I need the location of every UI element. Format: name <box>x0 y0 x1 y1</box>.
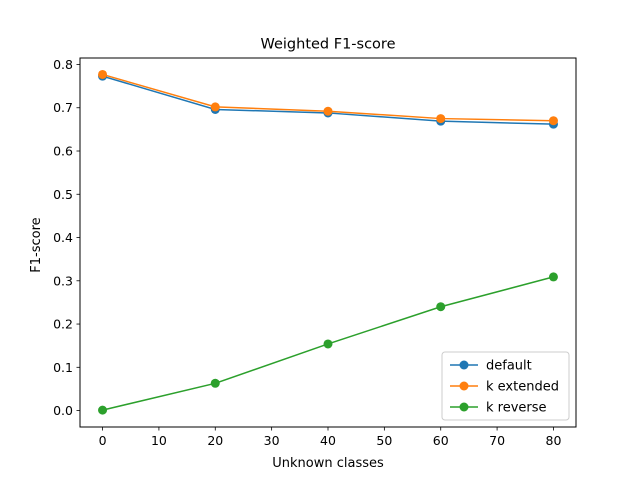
data-point <box>548 116 558 126</box>
data-point <box>98 69 108 79</box>
y-tick-label: 0.6 <box>53 144 73 159</box>
legend-swatch-marker <box>459 360 469 370</box>
x-tick-label: 80 <box>546 433 562 448</box>
y-axis-label: F1-score <box>29 217 44 272</box>
y-tick-label: 0.1 <box>53 360 73 375</box>
legend-label: k reverse <box>486 401 547 416</box>
data-point <box>210 102 220 112</box>
legend-label: k extended <box>486 380 559 395</box>
y-tick-label: 0.2 <box>53 317 73 332</box>
legend-swatch-marker <box>459 381 469 391</box>
x-axis-label: Unknown classes <box>272 456 384 471</box>
series-k-extended <box>98 69 558 126</box>
x-tick-label: 50 <box>376 433 392 448</box>
series-k-reverse <box>98 272 558 415</box>
data-point <box>436 114 446 124</box>
legend-swatch-marker <box>459 402 469 412</box>
x-tick-label: 30 <box>264 433 280 448</box>
y-tick-label: 0.4 <box>53 230 73 245</box>
data-point <box>98 405 108 415</box>
x-tick-label: 0 <box>99 433 107 448</box>
plot-area-frame <box>79 57 577 428</box>
plot-series <box>98 69 558 415</box>
x-tick-label: 60 <box>433 433 449 448</box>
legend: default k extended k reverse <box>441 351 570 421</box>
x-tick-label: 20 <box>207 433 223 448</box>
x-tick-label: 10 <box>151 433 167 448</box>
data-point <box>210 378 220 388</box>
legend-box <box>441 351 570 421</box>
axis-ticks: 0 10 20 30 40 50 60 70 80 0.0 0.1 0.2 0.3 0.4 0.5 0.6 0.… <box>53 57 561 448</box>
data-point <box>323 339 333 349</box>
data-point <box>323 106 333 116</box>
y-tick-label: 0.8 <box>53 57 73 72</box>
legend-label: default <box>486 359 532 374</box>
y-tick-label: 0.7 <box>53 100 73 115</box>
y-tick-label: 0.3 <box>53 273 73 288</box>
y-tick-label: 0.0 <box>53 403 73 418</box>
y-tick-label: 0.5 <box>53 187 73 202</box>
data-point <box>436 302 446 312</box>
x-tick-label: 70 <box>489 433 505 448</box>
data-point <box>548 272 558 282</box>
x-tick-label: 40 <box>320 433 336 448</box>
chart-title: Weighted F1-score <box>260 37 395 53</box>
